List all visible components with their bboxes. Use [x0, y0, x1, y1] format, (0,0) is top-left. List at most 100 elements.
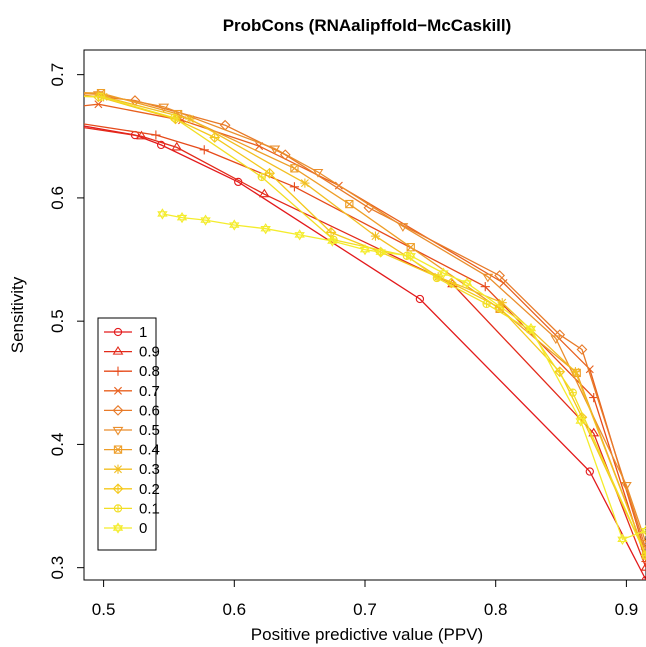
x-tick-label: 0.9 [615, 600, 639, 619]
data-point [640, 525, 646, 537]
data-point [176, 211, 188, 224]
data-point [112, 483, 124, 495]
data-point [397, 223, 409, 232]
data-point [588, 427, 600, 437]
y-tick-label: 0.6 [48, 186, 67, 210]
legend-label: 0.3 [139, 461, 160, 478]
y-tick-label: 0.4 [48, 433, 67, 457]
data-point [568, 388, 577, 397]
data-point [617, 533, 628, 545]
legend-box [97, 317, 157, 551]
legend-label: 0.4 [139, 442, 160, 459]
axes: 0.5 0.6 0.7 0.8 0.9 0.3 0.4 0.5 0.6 0.7 [48, 49, 646, 619]
legend-item: 1 [104, 324, 147, 341]
legend-item: 0.7 [104, 383, 160, 400]
y-tick-label: 0.7 [48, 63, 67, 87]
data-point [345, 199, 354, 209]
data-point [461, 277, 473, 289]
x-tick-label: 0.6 [222, 600, 246, 619]
data-point [641, 556, 646, 567]
data-point [229, 219, 240, 231]
data-point [151, 130, 161, 140]
legend-label: 0.8 [139, 363, 160, 380]
series-line [162, 213, 646, 541]
legend-label: 0.1 [139, 500, 160, 517]
data-point [432, 273, 442, 283]
data-point [438, 267, 449, 279]
legend-label: 0 [139, 520, 147, 537]
data-point [113, 366, 123, 376]
legend-item: 0.1 [104, 500, 160, 517]
data-point [480, 282, 490, 292]
data-point [621, 482, 632, 491]
x-axis-title: Positive predictive value (PPV) [251, 625, 483, 644]
data-point [112, 426, 124, 436]
data-point [185, 114, 195, 124]
x-tick-label: 0.7 [353, 600, 377, 619]
data-point [406, 243, 415, 252]
data-point [482, 273, 494, 283]
legend-label: 1 [139, 324, 147, 341]
data-point [300, 178, 310, 188]
data-point [260, 223, 271, 235]
data-point [112, 522, 124, 534]
data-point [570, 367, 581, 377]
data-point [112, 345, 124, 355]
chart-title: ProbCons (RNAalipffold−McCaskill) [223, 16, 512, 35]
data-point [575, 415, 586, 427]
data-point [370, 231, 381, 241]
legend-item: 0.9 [104, 344, 160, 361]
data-point [525, 322, 537, 335]
data-point [96, 92, 106, 101]
data-point [294, 229, 305, 241]
data-point [113, 464, 123, 474]
data-point [482, 299, 491, 309]
data-point [158, 103, 170, 113]
legend-item: 0.2 [104, 481, 160, 498]
x-tick-label: 0.5 [92, 600, 116, 619]
data-point [170, 113, 179, 122]
data-point [113, 445, 123, 454]
series-layer [84, 88, 646, 580]
data-point [113, 327, 123, 337]
data-point [199, 145, 209, 155]
data-point [327, 235, 338, 247]
series-0 [157, 208, 646, 545]
data-point [375, 246, 386, 258]
data-point [289, 182, 300, 192]
data-point [550, 335, 562, 345]
legend-item: 0.5 [104, 422, 160, 439]
data-point [499, 278, 508, 287]
series-line [84, 126, 646, 568]
data-point [157, 208, 168, 220]
data-point [415, 294, 425, 304]
data-point [209, 132, 221, 143]
y-tick-label: 0.5 [48, 309, 67, 333]
data-point [290, 164, 299, 173]
data-point [257, 172, 266, 182]
data-point [359, 244, 371, 256]
data-point [264, 167, 275, 179]
legend-item: 0.6 [104, 402, 160, 419]
series-0-8 [84, 123, 646, 567]
data-point [114, 386, 122, 395]
data-point [136, 130, 147, 140]
legend: 1 0.9 0.8 0.7 0.6 0.5 0.4 0.3 0.2 0.1 0 [97, 317, 160, 551]
series-line [84, 103, 646, 556]
legend-label: 0.6 [139, 402, 160, 419]
legend-label: 0.5 [139, 422, 160, 439]
data-point [258, 188, 270, 198]
series-0-9 [84, 126, 646, 571]
data-point [156, 140, 166, 150]
data-point [269, 145, 281, 155]
y-tick-label: 0.3 [48, 556, 67, 580]
plot-frame [83, 49, 646, 581]
y-axis-title: Sensitivity [8, 276, 27, 353]
data-point [576, 344, 588, 355]
data-point [640, 539, 646, 549]
x-tick-label: 0.8 [484, 600, 508, 619]
data-point [312, 168, 324, 178]
data-point [405, 250, 416, 262]
legend-label: 0.2 [139, 481, 160, 498]
